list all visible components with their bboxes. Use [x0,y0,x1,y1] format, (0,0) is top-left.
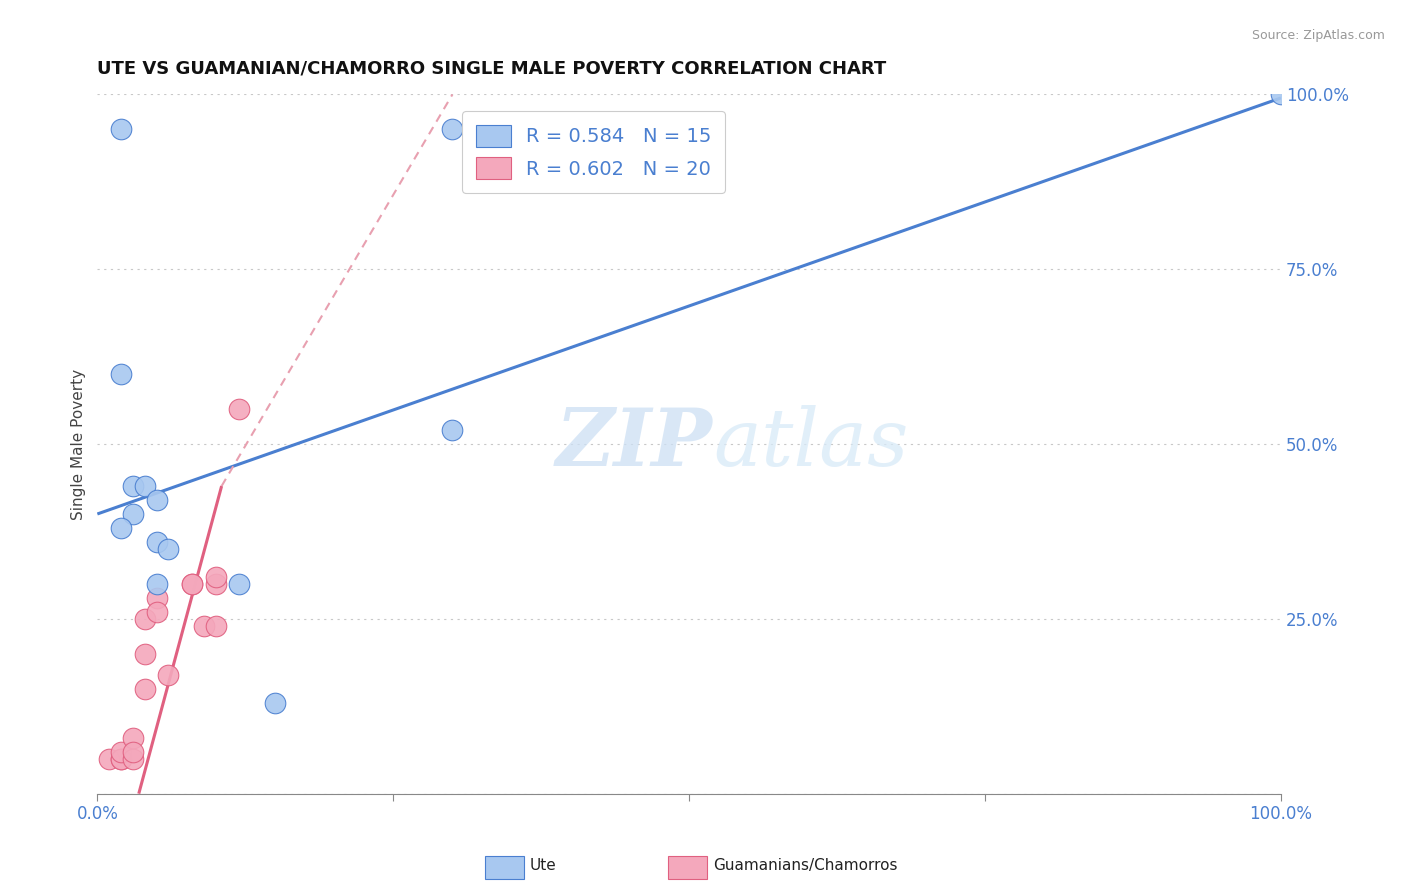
Point [121,731,143,745]
Point [121,752,143,766]
Point [264,696,287,710]
Point [110,745,132,759]
Point [110,521,132,535]
Legend: R = 0.584   N = 15, R = 0.602   N = 20: R = 0.584 N = 15, R = 0.602 N = 20 [463,112,725,193]
Point [204,577,226,591]
Text: Source: ZipAtlas.com: Source: ZipAtlas.com [1251,29,1385,42]
Point [145,591,167,605]
Point [134,479,156,493]
Text: ZIP: ZIP [555,405,713,483]
Text: Guamanians/Chamorros: Guamanians/Chamorros [713,858,897,872]
Point [110,752,132,766]
Point [145,605,167,619]
Text: UTE VS GUAMANIAN/CHAMORRO SINGLE MALE POVERTY CORRELATION CHART: UTE VS GUAMANIAN/CHAMORRO SINGLE MALE PO… [97,60,887,78]
Point [145,535,167,549]
Point [134,681,156,696]
Point [145,493,167,508]
Y-axis label: Single Male Poverty: Single Male Poverty [72,368,86,520]
Point [181,577,204,591]
Point [181,577,204,591]
Point [441,122,464,136]
Point [110,367,132,381]
Point [121,507,143,521]
Point [228,402,250,417]
Point [98,752,121,766]
Point [110,752,132,766]
Point [193,619,215,633]
Point [204,570,226,584]
Point [157,541,180,556]
Point [157,668,180,682]
Point [121,479,143,493]
Point [204,619,226,633]
Point [134,612,156,626]
Text: Ute: Ute [530,858,557,872]
Text: atlas: atlas [713,405,908,483]
Point [1270,87,1292,102]
Point [121,745,143,759]
Point [145,577,167,591]
Point [228,577,250,591]
Point [134,647,156,661]
Point [110,122,132,136]
Point [441,423,464,437]
